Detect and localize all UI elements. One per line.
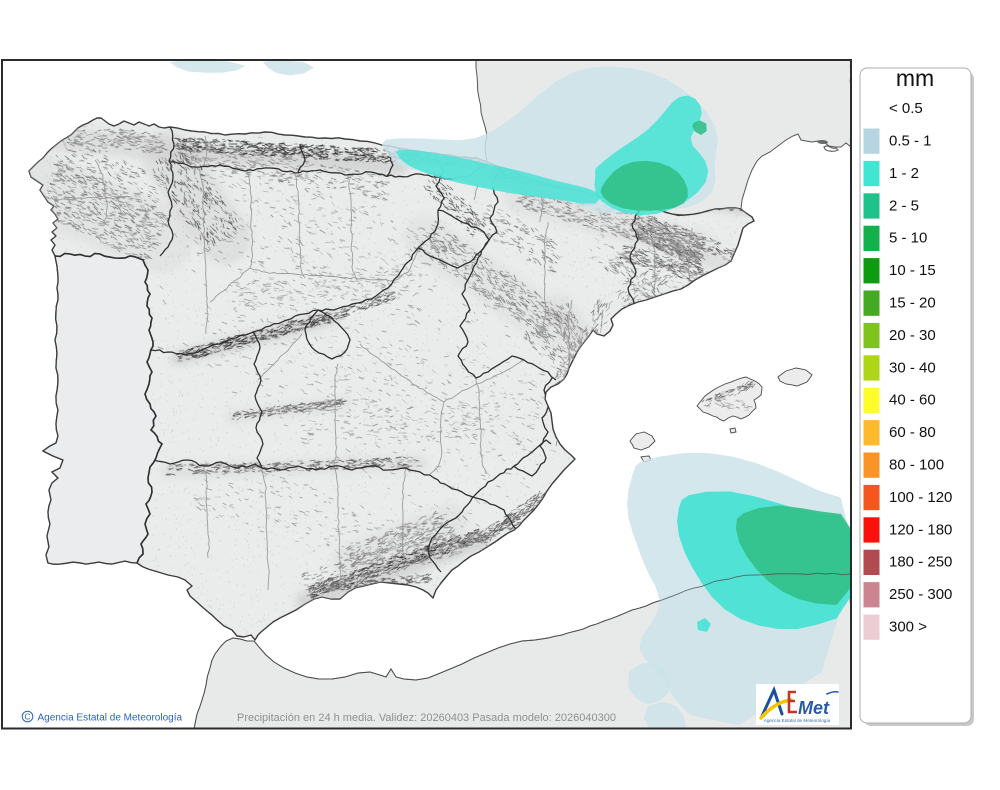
svg-text:100 - 120: 100 - 120 (889, 489, 952, 506)
svg-text:120 - 180: 120 - 180 (889, 521, 952, 538)
svg-text:mm: mm (896, 65, 934, 91)
svg-text:Agencia Estatal de Meteorologí: Agencia Estatal de Meteorología (764, 718, 831, 723)
svg-text:15 - 20: 15 - 20 (889, 295, 936, 312)
svg-text:Agencia Estatal de Meteorologí: Agencia Estatal de Meteorología (38, 713, 183, 724)
svg-text:60 - 80: 60 - 80 (889, 424, 936, 441)
svg-text:Met: Met (798, 698, 830, 718)
svg-text:< 0.5: < 0.5 (889, 100, 923, 117)
svg-text:C: C (25, 713, 31, 722)
svg-text:40 - 60: 40 - 60 (889, 392, 936, 409)
svg-text:20 - 30: 20 - 30 (889, 327, 936, 344)
svg-text:300 >: 300 > (889, 619, 927, 636)
svg-text:180 - 250: 180 - 250 (889, 554, 952, 571)
svg-text:1 - 2: 1 - 2 (889, 165, 919, 182)
svg-text:80 - 100: 80 - 100 (889, 457, 944, 474)
svg-text:250 - 300: 250 - 300 (889, 586, 952, 603)
svg-text:Precipitación en 24 h media. V: Precipitación en 24 h media. Validez: 20… (237, 712, 616, 724)
svg-text:30 - 40: 30 - 40 (889, 359, 936, 376)
svg-text:2 - 5: 2 - 5 (889, 197, 919, 214)
svg-text:0.5 - 1: 0.5 - 1 (889, 133, 932, 150)
svg-text:10 - 15: 10 - 15 (889, 262, 936, 279)
svg-text:5 - 10: 5 - 10 (889, 230, 927, 247)
